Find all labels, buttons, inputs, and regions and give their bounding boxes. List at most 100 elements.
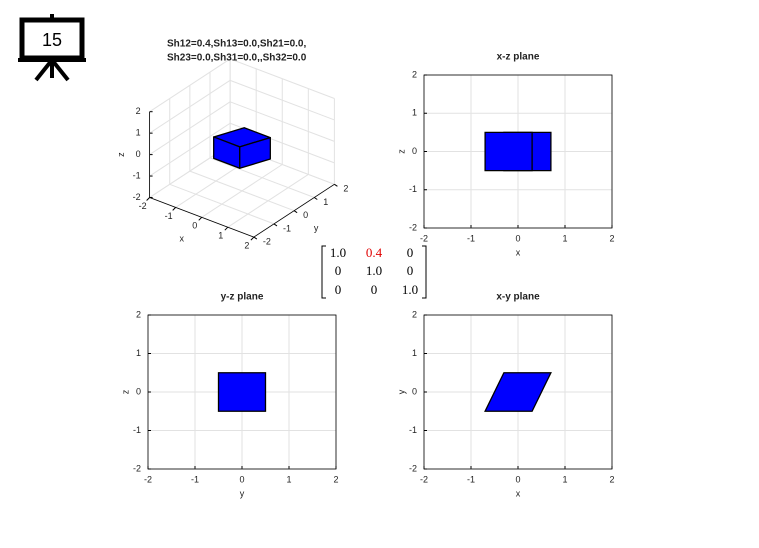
slide-icon <box>18 14 86 82</box>
x-tick-label: 1 <box>286 474 291 484</box>
shape <box>217 372 267 412</box>
x-tick-label: 0 <box>192 221 197 231</box>
y-axis-label: z <box>120 389 130 394</box>
matrix-cell: 1.0 <box>402 282 418 297</box>
grid-line <box>209 157 315 198</box>
y-tick-label: -1 <box>133 425 141 435</box>
y-tick-label: 0 <box>412 146 417 156</box>
chart-title: Sh12=0.4,Sh13=0.0,Sh21=0.0, <box>167 39 306 50</box>
tick-mark <box>253 236 258 240</box>
y-tick-label: -2 <box>263 236 271 246</box>
grid-line <box>229 58 335 99</box>
x-tick-label: -2 <box>144 474 152 484</box>
grid-line <box>229 79 335 121</box>
matrix-cell: 0 <box>335 263 342 278</box>
z-tick-label: 0 <box>136 149 141 159</box>
y-tick-label: 2 <box>412 309 417 319</box>
grid-line <box>149 122 231 177</box>
x-axis-label: y <box>240 488 245 498</box>
axes-box <box>147 314 337 470</box>
y-tick-label: -2 <box>409 463 417 473</box>
axes-box <box>423 74 613 229</box>
grid-line <box>149 79 231 134</box>
tick-mark <box>313 197 318 200</box>
tick-mark <box>172 207 177 211</box>
axes-box <box>423 314 613 470</box>
y-tick-label: -1 <box>409 425 417 435</box>
tick-mark <box>273 223 278 227</box>
chart-title: x-z plane <box>497 52 540 63</box>
shape <box>484 131 533 172</box>
y-tick-label: 1 <box>412 348 417 358</box>
y-tick-label: -1 <box>283 223 291 233</box>
y-tick-label: 0 <box>303 210 308 220</box>
tick-mark <box>293 210 298 214</box>
chart-title: y-z plane <box>221 292 264 303</box>
x-axis-label: x <box>516 247 521 257</box>
tick-mark <box>146 197 150 201</box>
grid-line <box>149 101 231 156</box>
y-tick-label: -2 <box>133 463 141 473</box>
y-tick-label: -1 <box>409 184 417 194</box>
z-tick-label: 1 <box>136 128 141 138</box>
x-tick-label: -1 <box>467 233 475 243</box>
grid-line <box>149 58 231 113</box>
slide-number: 15 <box>42 30 62 50</box>
chart-title: x-y plane <box>496 292 540 303</box>
x-tick-label: 1 <box>562 233 567 243</box>
z-tick-label: 2 <box>136 106 141 116</box>
matrix-cell: 0 <box>407 263 414 278</box>
z-tick-label: -1 <box>133 170 141 180</box>
x-tick-label: 2 <box>609 474 614 484</box>
face <box>239 136 271 169</box>
x-tick-label: -1 <box>467 474 475 484</box>
y-axis-label: z <box>396 149 406 154</box>
y-tick-label: 0 <box>136 386 141 396</box>
shape <box>484 372 552 412</box>
x-tick-label: 1 <box>218 231 223 241</box>
z-axis-label: z <box>116 152 126 157</box>
grid-line <box>169 183 275 225</box>
grid-line <box>229 101 335 142</box>
x-tick-label: 0 <box>515 474 520 484</box>
matrix-cell: 0 <box>335 282 342 297</box>
y-tick-label: 2 <box>343 184 348 194</box>
tick-mark <box>224 226 229 231</box>
x-tick-label: 2 <box>333 474 338 484</box>
x-tick-label: 0 <box>239 474 244 484</box>
x-tick-label: -1 <box>191 474 199 484</box>
x-axis-label: x <box>179 234 184 244</box>
grid-line <box>189 170 295 212</box>
y-tick-label: -2 <box>409 222 417 232</box>
y-tick-label: 0 <box>412 386 417 396</box>
matrix-cell: 0 <box>407 245 414 260</box>
y-tick-label: 1 <box>412 108 417 118</box>
y-tick-label: 2 <box>136 309 141 319</box>
y-tick-label: 1 <box>323 197 328 207</box>
tick-mark <box>250 236 255 241</box>
y-axis-label: y <box>314 223 319 233</box>
x-tick-label: 2 <box>244 240 249 250</box>
tick-mark <box>334 183 338 187</box>
x-tick-label: -2 <box>420 474 428 484</box>
x-tick-label: -2 <box>139 201 147 211</box>
x-axis-label: x <box>516 488 521 498</box>
matrix-brackets <box>321 245 427 299</box>
y-tick-label: 1 <box>136 348 141 358</box>
x-tick-label: 0 <box>515 233 520 243</box>
z-tick-label: -2 <box>133 192 141 202</box>
y-tick-label: 2 <box>412 69 417 79</box>
matrix-cell: 0.4 <box>366 245 383 260</box>
x-tick-label: 1 <box>562 474 567 484</box>
matrix-cell: 0 <box>371 282 378 297</box>
tick-mark <box>198 216 203 221</box>
x-tick-label: 2 <box>609 233 614 243</box>
x-tick-label: -1 <box>165 211 173 221</box>
matrix-cell: 1.0 <box>366 263 382 278</box>
matrix-cell: 1.0 <box>330 245 346 260</box>
x-tick-label: -2 <box>420 233 428 243</box>
y-axis-label: y <box>396 389 406 394</box>
chart-title: Sh23=0.0,Sh31=0.0,,Sh32=0.0 <box>167 53 307 64</box>
